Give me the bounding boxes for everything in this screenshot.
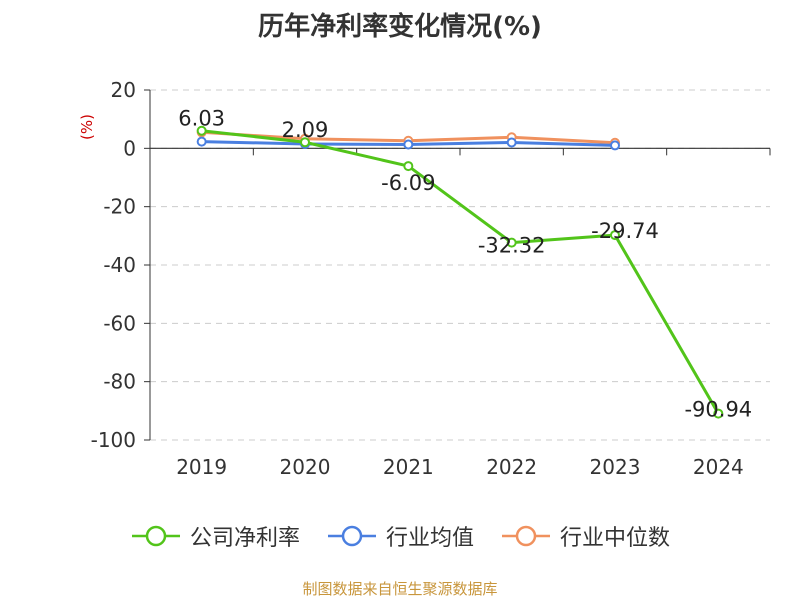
y-tick-label: -100 [91, 428, 136, 452]
data-label: -90.94 [684, 398, 752, 422]
data-label: 6.03 [178, 107, 225, 131]
data-point [403, 161, 414, 172]
line-chart: 20 0 -20 -40 -60 -80 -100 2019 2020 2021 2022 2023 2… [78, 78, 771, 479]
legend-item-0[interactable]: 公司净利率 [130, 520, 300, 552]
x-tick-label: 2019 [176, 455, 227, 479]
y-tick-label: 0 [123, 136, 136, 160]
data-label: -29.74 [591, 219, 659, 243]
legend-item-1[interactable]: 行业均值 [326, 520, 474, 552]
x-tick-label: 2021 [383, 455, 434, 479]
legend: 公司净利率 行业均值 行业中位数 [0, 520, 800, 552]
data-point [713, 408, 724, 419]
legend-item-2[interactable]: 行业中位数 [500, 520, 670, 552]
data-label: -6.09 [381, 171, 435, 195]
legend-label: 行业均值 [385, 526, 474, 551]
data-point [300, 137, 310, 148]
data-label: 2.09 [282, 118, 329, 142]
data-point [610, 140, 620, 151]
y-tick-label: -20 [103, 195, 136, 219]
x-tick-label: 2024 [693, 455, 744, 479]
data-point [403, 139, 414, 150]
data-point [506, 237, 517, 248]
legend-label: 公司净利率 [189, 526, 300, 551]
data-point [610, 230, 620, 241]
x-tick-label: 2023 [590, 455, 641, 479]
data-label: -32.32 [478, 234, 546, 258]
y-tick-label: 20 [111, 78, 136, 102]
data-point [196, 125, 207, 136]
data-point [196, 136, 207, 147]
y-tick-label: -60 [103, 311, 136, 335]
y-tick-label: -80 [103, 370, 136, 394]
data-labels: 6.03 2.09 -6.09 -32.32 -29.74 -90.94 [178, 107, 752, 422]
unit-label: (%) [78, 114, 96, 140]
axes: 20 0 -20 -40 -60 -80 -100 2019 2020 2021 2022 2023 2… [78, 78, 771, 479]
x-tick-label: 2022 [486, 455, 537, 479]
legend-label: 行业中位数 [560, 526, 671, 551]
legend-marker-icon [327, 525, 376, 547]
legend-marker-icon [502, 525, 550, 547]
data-point [506, 137, 517, 148]
chart-title: 历年净利率变化情况(%) [258, 12, 542, 42]
series-line-0 [201, 129, 720, 415]
series-lines [196, 125, 724, 419]
legend-marker-icon [131, 525, 180, 547]
source-note: 制图数据来自恒生聚源数据库 [302, 580, 498, 598]
x-tick-label: 2020 [280, 455, 331, 479]
y-tick-label: -40 [103, 253, 136, 277]
